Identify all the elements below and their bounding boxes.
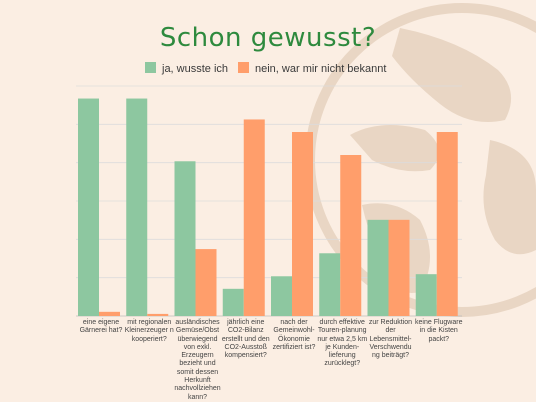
legend: ja, wusste ich nein, war mir nicht bekann… (145, 62, 386, 75)
category-label-2: mit regionalen Kleinerzeuger n kooperier… (124, 319, 174, 343)
bar-nein-5 (292, 132, 313, 316)
bar-ja-1 (78, 98, 99, 316)
category-label-6: durch effektive Touren-planung nur etwa … (317, 319, 368, 368)
category-label-7: zur Reduktion der Lebensmittel-Verschwen… (368, 319, 413, 360)
legend-swatch-nein (238, 62, 249, 73)
bar-ja-3 (174, 161, 196, 316)
bar-ja-7 (367, 219, 389, 316)
bar-nein-7 (388, 219, 410, 316)
bar-nein-3 (195, 249, 217, 316)
legend-swatch-ja (145, 62, 156, 73)
chart-title: Schon gewusst? (160, 23, 376, 53)
bar-nein-8 (436, 132, 458, 316)
bar-ja-2 (126, 98, 148, 316)
bar-ja-6 (319, 253, 341, 316)
bars (78, 98, 458, 316)
bar-ja-8 (415, 274, 437, 316)
category-label-5: nach der Gemeinwohl-Ökonomie zertifizier… (272, 319, 316, 351)
legend-label-nein: nein, war mir nicht bekannt (255, 63, 386, 75)
category-label-1: eine eigene Gärnerei hat? (79, 319, 123, 335)
legend-label-ja: ja, wusste ich (161, 63, 228, 75)
bar-nein-2 (147, 313, 169, 316)
category-label-3: ausländisches Gemüse/Obst überwiegend vo… (174, 319, 221, 401)
category-label-8: keine Flugware in die Kisten packt? (415, 319, 463, 343)
bar-nein-4 (243, 119, 265, 316)
category-label-4: jährlich eine CO2-Bilanz erstellt und de… (221, 319, 270, 360)
bar-nein-6 (340, 155, 362, 316)
bar-ja-5 (271, 276, 292, 316)
bar-ja-4 (222, 288, 244, 316)
bar-nein-1 (99, 311, 120, 316)
